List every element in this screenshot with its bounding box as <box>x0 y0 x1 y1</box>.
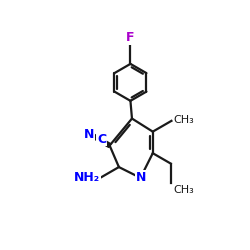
Text: C: C <box>97 133 106 146</box>
Text: N: N <box>84 128 94 141</box>
Text: CH₃: CH₃ <box>173 185 194 195</box>
Text: CH₃: CH₃ <box>174 115 195 125</box>
Text: NH₂: NH₂ <box>74 170 100 183</box>
Text: F: F <box>126 31 135 44</box>
Text: N: N <box>136 171 146 184</box>
